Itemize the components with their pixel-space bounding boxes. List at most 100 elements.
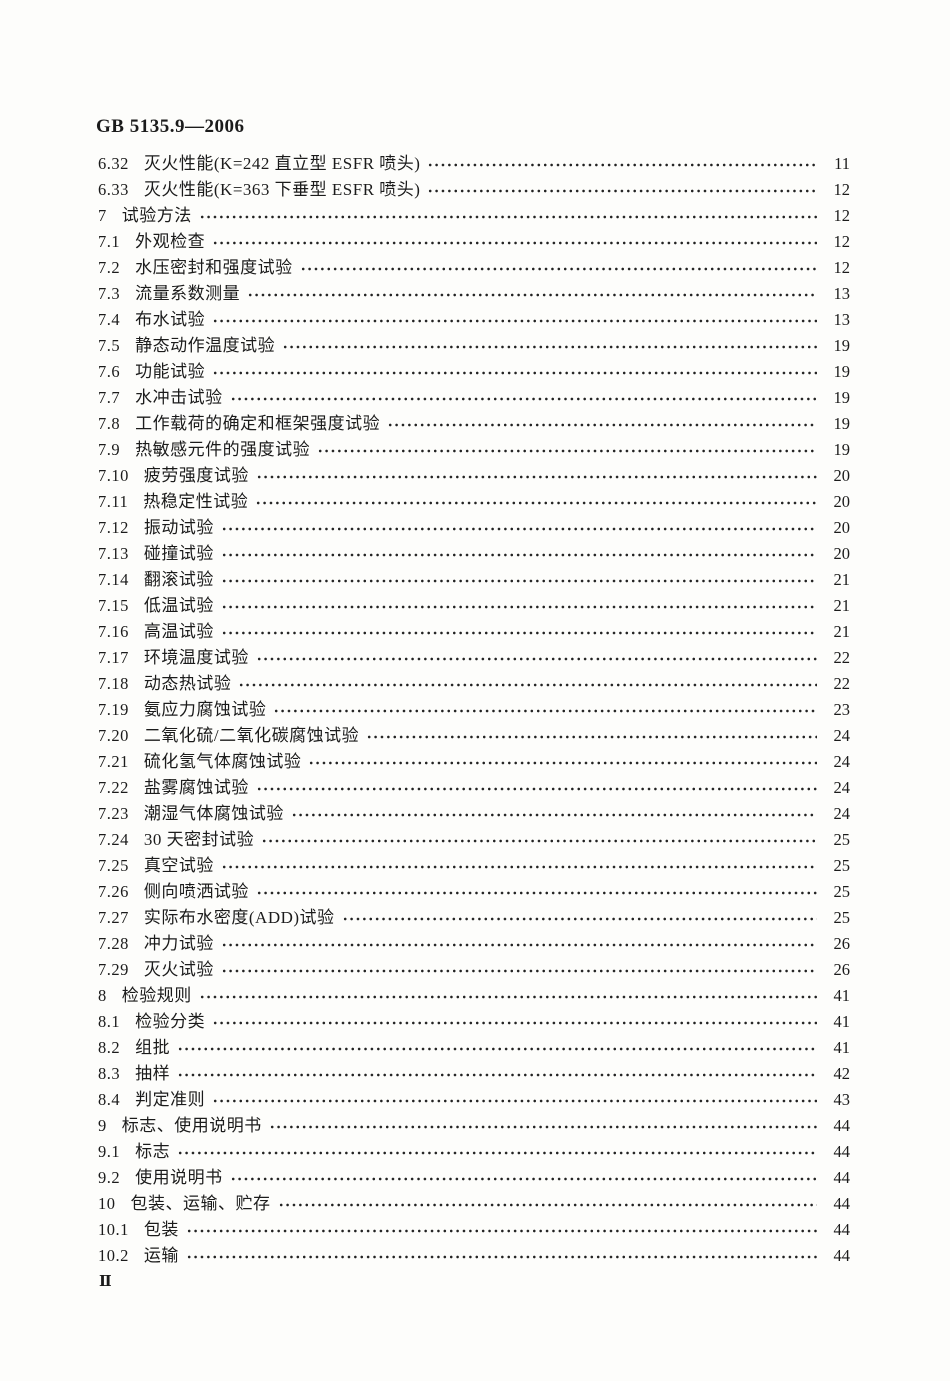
toc-entry: 8.2 组批 41 (98, 1035, 850, 1061)
toc-entry-number: 10.1 (98, 1220, 129, 1239)
dot-leader (212, 229, 817, 255)
toc-entry-page: 41 (833, 1012, 851, 1031)
dot-leader (220, 567, 817, 593)
toc-entry-number: 7.26 (98, 882, 129, 901)
dot-leader (185, 1217, 817, 1243)
toc-entry-page: 13 (833, 310, 851, 329)
dot-leader (229, 1165, 817, 1191)
dot-leader (198, 203, 817, 229)
toc-entry-title: 工作载荷的确定和框架强度试验 (135, 414, 381, 433)
toc-entry: 7.23 潮湿气体腐蚀试验 24 (98, 801, 850, 827)
toc-entry-page: 25 (833, 882, 851, 901)
toc-entry-title: 真空试验 (143, 856, 214, 875)
toc-entry-title: 灭火性能(K=242 直立型 ESFR 喷头) (143, 154, 421, 173)
toc-entry: 7.14 翻滚试验 21 (98, 567, 850, 593)
toc-entry-title: 布水试验 (135, 310, 206, 329)
toc-entry-number: 7.5 (98, 336, 121, 355)
toc-entry: 10.2 运输 44 (98, 1243, 850, 1269)
toc-entry-number: 7.28 (98, 934, 129, 953)
toc-entry-page: 25 (833, 830, 851, 849)
toc-entry-number: 7.11 (98, 492, 129, 511)
toc-entry-number: 7.12 (98, 518, 129, 537)
toc-entry-title: 振动试验 (143, 518, 214, 537)
dot-leader (220, 931, 817, 957)
toc-entry: 10 包装、运输、贮存 44 (98, 1191, 850, 1217)
toc-entry-number: 9.1 (98, 1142, 121, 1161)
dot-leader (238, 671, 817, 697)
toc-entry: 7.25 真空试验 25 (98, 853, 850, 879)
dot-leader (427, 151, 817, 177)
toc-entry-page: 19 (833, 336, 851, 355)
toc-entry-page: 23 (833, 700, 851, 719)
toc-entry-number: 10 (98, 1194, 116, 1213)
toc-entry-page: 20 (833, 544, 851, 563)
toc-entry-number: 8.3 (98, 1064, 121, 1083)
toc-entry-page: 44 (833, 1116, 851, 1135)
toc-entry: 7.8 工作载荷的确定和框架强度试验 19 (98, 411, 850, 437)
toc-entry-number: 7.23 (98, 804, 129, 823)
toc-entry-title: 侧向喷洒试验 (143, 882, 249, 901)
toc-entry: 8.1 检验分类 41 (98, 1009, 850, 1035)
toc-entry-title: 热稳定性试验 (143, 492, 249, 511)
toc-entry: 7.15 低温试验 21 (98, 593, 850, 619)
toc-entry-number: 7.7 (98, 388, 121, 407)
dot-leader (220, 957, 817, 983)
toc-entry-number: 9.2 (98, 1168, 121, 1187)
toc-entry-page: 11 (834, 154, 850, 173)
toc-entry: 7.19 氨应力腐蚀试验 23 (98, 697, 850, 723)
toc-entry-title: 高温试验 (143, 622, 214, 641)
toc-entry-title: 盐雾腐蚀试验 (143, 778, 249, 797)
toc-entry: 6.32 灭火性能(K=242 直立型 ESFR 喷头) 11 (98, 151, 850, 177)
dot-leader (220, 593, 817, 619)
dot-leader (290, 801, 817, 827)
toc-entry-page: 24 (833, 804, 851, 823)
toc-entry-title: 实际布水密度(ADD)试验 (143, 908, 335, 927)
toc-entry-page: 19 (833, 440, 851, 459)
toc-entry-page: 41 (833, 1038, 851, 1057)
dot-leader (220, 515, 817, 541)
toc-entry-title: 碰撞试验 (143, 544, 214, 563)
toc-entry: 7.4 布水试验 13 (98, 307, 850, 333)
toc-entry-title: 动态热试验 (143, 674, 232, 693)
dot-leader (212, 359, 817, 385)
dot-leader (341, 905, 817, 931)
toc-entry: 7.5 静态动作温度试验 19 (98, 333, 850, 359)
toc-entry: 7.9 热敏感元件的强度试验 19 (98, 437, 850, 463)
toc-entry-title: 硫化氢气体腐蚀试验 (143, 752, 302, 771)
toc-entry-title: 静态动作温度试验 (135, 336, 276, 355)
toc-entry-number: 7.29 (98, 960, 129, 979)
toc-entry-title: 低温试验 (143, 596, 214, 615)
toc-entry-number: 7.14 (98, 570, 129, 589)
toc-entry-title: 灭火试验 (143, 960, 214, 979)
toc-entry-page: 25 (833, 856, 851, 875)
dot-leader (255, 463, 817, 489)
toc-entry-page: 26 (833, 934, 851, 953)
toc-entry-title: 灭火性能(K=363 下垂型 ESFR 喷头) (143, 180, 421, 199)
toc-entry-page: 24 (833, 752, 851, 771)
toc-entry-number: 8.1 (98, 1012, 121, 1031)
toc-entry-number: 7.3 (98, 284, 121, 303)
toc-entry-title: 氨应力腐蚀试验 (143, 700, 267, 719)
toc-entry-title: 翻滚试验 (143, 570, 214, 589)
toc-entry-page: 19 (833, 388, 851, 407)
toc-entry-number: 7.21 (98, 752, 129, 771)
toc-entry: 9.1 标志 44 (98, 1139, 850, 1165)
toc-entry-number: 9 (98, 1116, 107, 1135)
dot-leader (255, 645, 817, 671)
toc-entry-title: 检验分类 (135, 1012, 206, 1031)
dot-leader (366, 723, 817, 749)
toc-entry-number: 7.2 (98, 258, 121, 277)
toc-entry: 7.21 硫化氢气体腐蚀试验 24 (98, 749, 850, 775)
toc-entry-number: 7.22 (98, 778, 129, 797)
toc-entry: 7.12 振动试验 20 (98, 515, 850, 541)
toc-entry: 7.29 灭火试验 26 (98, 957, 850, 983)
toc-entry-number: 8.2 (98, 1038, 121, 1057)
toc-entry: 8.3 抽样 42 (98, 1061, 850, 1087)
toc-entry-title: 标志 (135, 1142, 171, 1161)
toc-entry-title: 组批 (135, 1038, 171, 1057)
toc-entry: 9 标志、使用说明书 44 (98, 1113, 850, 1139)
toc-entry-title: 抽样 (135, 1064, 171, 1083)
toc-entry-page: 44 (833, 1246, 851, 1265)
toc-entry-page: 43 (833, 1090, 851, 1109)
toc-entry: 7.26 侧向喷洒试验 25 (98, 879, 850, 905)
